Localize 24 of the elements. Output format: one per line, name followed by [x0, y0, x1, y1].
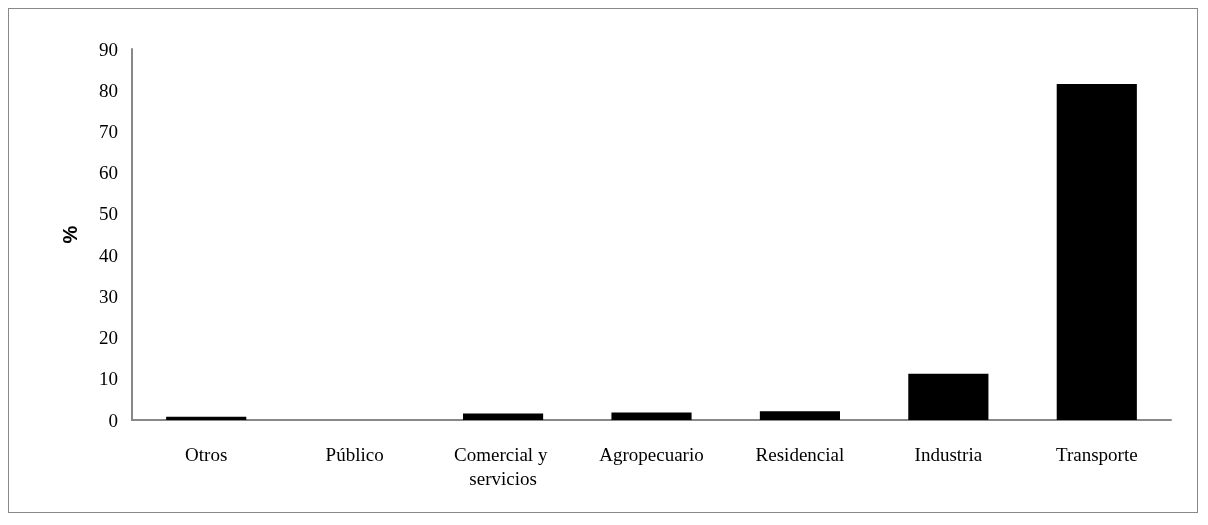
x-tick-label: Público [325, 443, 384, 465]
y-tick-label: 30 [99, 285, 118, 307]
x-tick-label: Agropecuario [599, 443, 704, 465]
bar [1056, 84, 1137, 420]
x-tick-label: Residencial [755, 443, 845, 465]
y-tick-label: 80 [99, 79, 118, 101]
x-tick-label: Industria [914, 443, 983, 465]
x-tick-label: Transporte [1055, 443, 1138, 465]
y-tick-label: 90 [99, 38, 118, 60]
bar [463, 413, 544, 420]
y-tick-label: 50 [99, 203, 118, 225]
y-tick-label: 20 [99, 327, 118, 349]
bar [908, 373, 989, 420]
x-tick-label: Comercial y servicios [454, 443, 553, 489]
y-tick-label: 0 [108, 409, 118, 431]
y-tick-label: 10 [99, 368, 118, 390]
y-axis-title: % [59, 225, 81, 244]
y-tick-label: 60 [99, 162, 118, 184]
y-tick-label: 40 [99, 244, 118, 266]
x-tick-label: Otros [185, 443, 228, 465]
bar [166, 416, 247, 420]
y-tick-label: 70 [99, 120, 118, 142]
bar [759, 411, 840, 420]
bar [611, 412, 692, 420]
